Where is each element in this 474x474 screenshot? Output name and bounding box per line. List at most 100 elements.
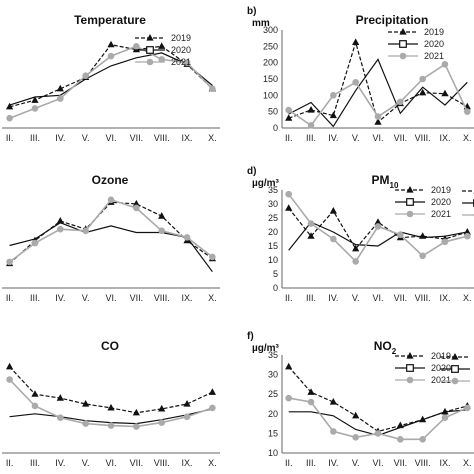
- data-point-2019: [441, 89, 449, 97]
- panel-no2: II. III. IV. V. VI. VII. VIII. IX. X. 10 15 20 25 30 3…: [247, 331, 474, 468]
- series-line-2020: [288, 221, 468, 251]
- x-tick-label: X.: [463, 133, 472, 143]
- data-point-2019: [329, 398, 337, 405]
- data-point-2019: [107, 40, 115, 48]
- data-point-2021: [183, 59, 191, 66]
- data-point-2021: [374, 223, 382, 230]
- x-tick-label: II.: [285, 133, 293, 143]
- y-tick-label: 20: [268, 409, 278, 419]
- panel-pm10: II. III. IV. V. VI. VII. VIII. IX. X. 0 5 10 15 20 25 3…: [247, 166, 474, 303]
- legend-marker-2019: [399, 28, 407, 35]
- chart-title: Precipitation: [356, 13, 429, 27]
- data-point-2021: [374, 113, 382, 120]
- data-point-2021: [397, 435, 404, 443]
- data-point-2019: [158, 404, 166, 412]
- data-point-2019: [307, 106, 315, 113]
- data-point-2021: [183, 234, 191, 241]
- data-point-2019: [285, 204, 293, 211]
- data-point-2019: [31, 390, 39, 397]
- y-tick-label: 10: [268, 448, 278, 458]
- y-tick-label: 300: [263, 25, 278, 35]
- legend-marker-2021: [146, 58, 154, 66]
- x-tick-label: VI.: [372, 458, 383, 468]
- legend-label-2019: 2019: [424, 27, 444, 37]
- data-point-2021: [419, 252, 426, 260]
- x-tick-label: IX.: [182, 293, 193, 303]
- data-point-2021: [57, 95, 64, 102]
- data-point-2021: [82, 227, 89, 235]
- legend-marker-2021: [451, 377, 459, 385]
- x-tick-label: II.: [285, 293, 293, 303]
- x-tick-label: IV.: [328, 458, 338, 468]
- data-point-2021: [133, 423, 140, 430]
- data-point-2021: [6, 258, 13, 266]
- data-point-2021: [307, 398, 315, 406]
- legend-marker-2019: [406, 352, 414, 359]
- chart-title: PM10: [372, 173, 399, 190]
- data-point-2021: [31, 402, 39, 410]
- x-tick-label: IX.: [439, 133, 450, 143]
- y-tick-label: 35: [268, 350, 278, 360]
- x-tick-label: X.: [208, 133, 217, 143]
- data-point-2019: [285, 362, 293, 370]
- data-point-2021: [464, 232, 471, 240]
- series-line-2020: [288, 58, 468, 128]
- panel-label: d): [247, 166, 256, 177]
- x-tick-label: X.: [463, 293, 472, 303]
- data-point-2021: [352, 258, 359, 265]
- panel-temperature: II. III. IV. V. VI. VII. VIII. IX. X. Temperature…: [2, 13, 220, 143]
- data-point-2019: [31, 96, 39, 103]
- legend-label-2020: 2020: [424, 39, 444, 49]
- x-tick-label: V.: [82, 133, 90, 143]
- y-tick-label: 200: [263, 58, 278, 68]
- data-point-2019: [82, 400, 90, 407]
- y-axis-unit: µg/m³: [252, 343, 280, 354]
- x-tick-label: VIII.: [154, 133, 170, 143]
- y-tick-label: 15: [268, 428, 278, 438]
- y-tick-label: 10: [268, 255, 278, 265]
- series-line-2020: [9, 222, 213, 273]
- data-point-2021: [57, 225, 64, 233]
- data-point-2019: [6, 102, 14, 110]
- data-point-2021: [285, 190, 292, 198]
- x-tick-label: III.: [30, 293, 40, 303]
- legend-marker-2021: [406, 210, 414, 218]
- data-point-2021: [374, 430, 382, 437]
- chart-title: Temperature: [74, 13, 146, 27]
- x-tick-label: VIII.: [154, 458, 170, 468]
- y-tick-label: 250: [263, 41, 278, 51]
- series-line-2021: [9, 378, 213, 428]
- x-tick-label: V.: [352, 133, 360, 143]
- series-line-2019: [9, 201, 213, 264]
- data-point-2021: [441, 61, 449, 68]
- data-point-2019: [329, 207, 337, 214]
- x-tick-label: VI.: [105, 133, 116, 143]
- data-point-2019: [158, 212, 166, 219]
- y-tick-label: 30: [268, 199, 278, 209]
- x-tick-label: VIII.: [415, 293, 431, 303]
- y-tick-label: 0: [273, 283, 278, 293]
- data-point-2019: [329, 111, 337, 119]
- data-point-2021: [330, 428, 337, 435]
- data-point-2021: [397, 98, 404, 106]
- x-tick-label: VI.: [105, 293, 116, 303]
- series-line-2020: [9, 408, 213, 425]
- panel-label: f): [247, 331, 254, 342]
- x-tick-label: VIII.: [415, 133, 431, 143]
- data-point-2021: [209, 404, 216, 412]
- x-tick-label: X.: [208, 458, 217, 468]
- legend-label-2021: 2021: [431, 209, 451, 219]
- legend-label-2019: 2019: [431, 351, 451, 361]
- data-point-2019: [158, 42, 166, 49]
- x-tick-label: IX.: [182, 458, 193, 468]
- x-tick-label: II.: [285, 458, 293, 468]
- x-tick-label: X.: [463, 458, 472, 468]
- x-tick-label: VII.: [394, 458, 408, 468]
- x-tick-label: III.: [306, 458, 316, 468]
- y-tick-label: 30: [268, 370, 278, 380]
- x-tick-label: V.: [352, 458, 360, 468]
- panel-label: b): [247, 6, 256, 17]
- y-tick-label: 20: [268, 227, 278, 237]
- data-point-2021: [285, 106, 292, 114]
